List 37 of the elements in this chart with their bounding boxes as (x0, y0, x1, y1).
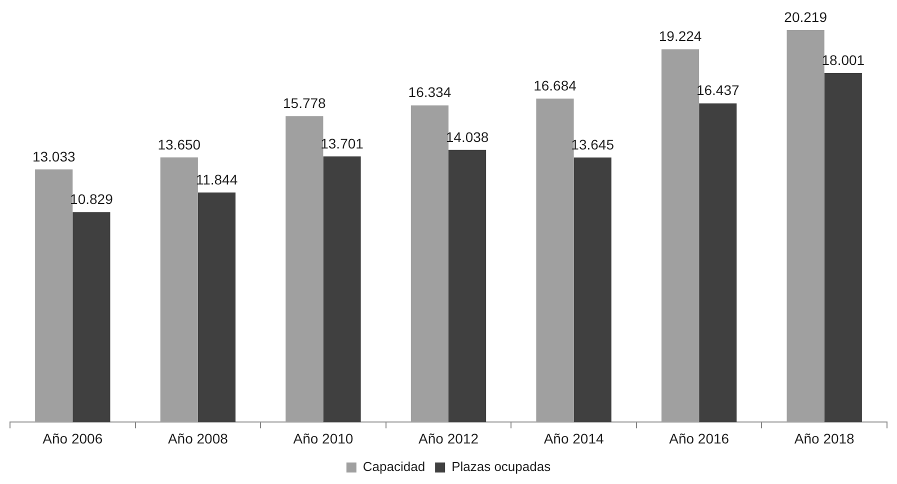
bar (35, 169, 73, 422)
x-tick-label: Año 2018 (794, 430, 855, 446)
bar (160, 157, 198, 422)
data-label: 16.684 (534, 77, 577, 94)
data-label: 10.829 (70, 191, 114, 208)
data-label: 13.645 (571, 136, 614, 152)
bar (661, 49, 700, 422)
bar (323, 156, 361, 422)
bar (198, 192, 236, 422)
data-label: 14.038 (446, 128, 489, 145)
x-tick-label: Año 2012 (418, 430, 479, 446)
bar (410, 105, 448, 422)
data-label: 13.701 (320, 135, 364, 152)
bar (574, 158, 612, 422)
bar (699, 103, 737, 422)
bar (72, 212, 110, 422)
data-label: 16.437 (696, 82, 740, 98)
data-label: 13.650 (158, 136, 201, 152)
data-label: 13.033 (32, 148, 76, 164)
legend-label: Capacidad (362, 459, 426, 474)
bar (448, 150, 486, 422)
data-label: 11.844 (196, 171, 238, 188)
bar (786, 30, 824, 422)
legend-label: Plazas ocupadas (452, 459, 552, 474)
x-tick-label: Año 2010 (293, 430, 354, 446)
bar (286, 116, 324, 422)
data-label: 20.219 (784, 8, 828, 25)
x-tick-label: Año 2006 (42, 430, 103, 446)
bar (536, 98, 574, 422)
x-tick-label: Año 2008 (168, 430, 228, 446)
data-label: 15.778 (283, 95, 326, 112)
x-tick-label: Año 2016 (669, 430, 730, 446)
bar (824, 73, 862, 422)
data-label: 16.334 (408, 84, 452, 100)
x-tick-label: Año 2014 (544, 430, 604, 446)
data-label: 18.001 (822, 52, 865, 68)
data-label: 19.224 (658, 28, 702, 44)
